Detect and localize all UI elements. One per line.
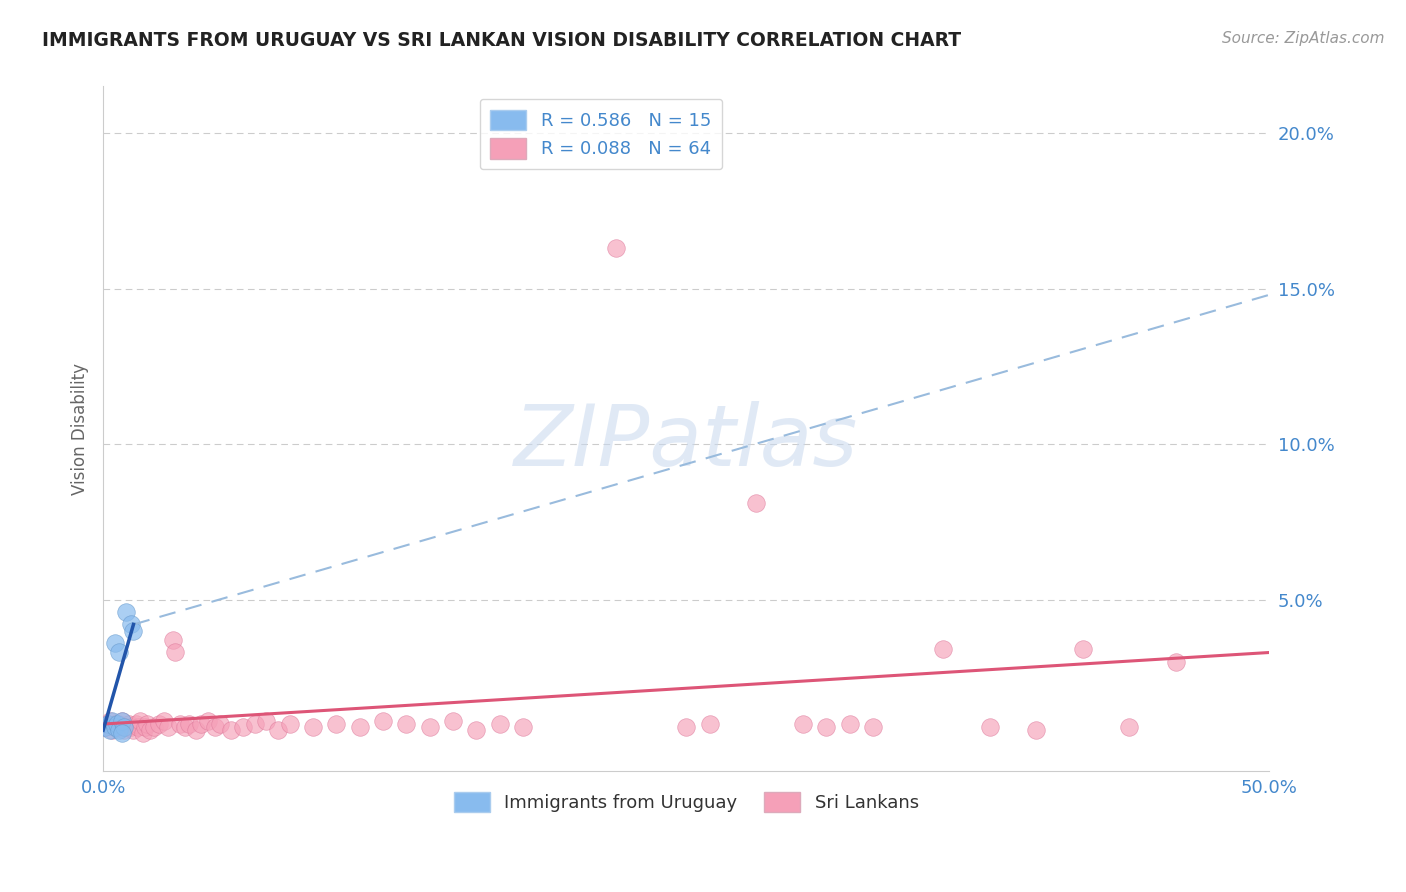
Point [134,720,156,734]
Point [1071,642,1094,657]
Point [605,241,627,255]
Point [465,723,488,738]
Point [267,723,290,738]
Point [120,720,142,734]
Point [120,617,142,632]
Point [792,717,814,731]
Point [112,720,135,734]
Point [197,714,219,728]
Point [838,717,860,731]
Point [94,720,117,734]
Point [1025,723,1047,738]
Point [97,717,120,731]
Point [101,714,124,728]
Point [112,723,135,738]
Point [108,645,131,659]
Point [349,720,371,734]
Point [243,717,266,731]
Point [125,717,148,731]
Point [122,624,145,638]
Point [157,720,180,734]
Point [208,717,231,731]
Point [105,717,128,731]
Point [254,714,277,728]
Point [745,496,768,510]
Point [179,717,201,731]
Point [190,717,212,731]
Point [104,636,127,650]
Point [1166,655,1188,669]
Point [115,720,138,734]
Text: ZIPatlas: ZIPatlas [515,401,859,483]
Point [862,720,884,734]
Point [98,714,121,728]
Point [419,720,441,734]
Point [204,720,226,734]
Point [932,642,955,657]
Text: IMMIGRANTS FROM URUGUAY VS SRI LANKAN VISION DISABILITY CORRELATION CHART: IMMIGRANTS FROM URUGUAY VS SRI LANKAN VI… [42,31,962,50]
Point [699,717,721,731]
Point [111,714,134,728]
Point [278,717,301,731]
Point [441,714,464,728]
Point [143,720,166,734]
Y-axis label: Vision Disability: Vision Disability [72,362,89,494]
Point [979,720,1001,734]
Point [815,720,838,734]
Point [221,723,243,738]
Point [94,720,117,734]
Point [101,723,124,738]
Point [148,717,170,731]
Point [118,717,141,731]
Point [162,633,184,648]
Point [129,714,152,728]
Point [111,726,134,740]
Point [105,720,128,734]
Point [122,723,145,738]
Point [139,723,162,738]
Point [108,717,131,731]
Legend: Immigrants from Uruguay, Sri Lankans: Immigrants from Uruguay, Sri Lankans [443,780,929,823]
Point [512,720,534,734]
Point [371,714,394,728]
Point [127,720,149,734]
Point [111,714,134,728]
Point [132,726,155,740]
Point [325,717,347,731]
Point [395,717,418,731]
Point [675,720,697,734]
Point [108,723,131,738]
Point [173,720,195,734]
Point [136,717,159,731]
Point [104,717,127,731]
Point [152,714,174,728]
Point [169,717,191,731]
Point [488,717,510,731]
Point [98,723,121,738]
Point [165,645,187,659]
Point [97,717,120,731]
Point [302,720,325,734]
Point [115,605,138,619]
Point [232,720,254,734]
Point [186,723,208,738]
Point [104,720,127,734]
Text: Source: ZipAtlas.com: Source: ZipAtlas.com [1222,31,1385,46]
Point [1118,720,1140,734]
